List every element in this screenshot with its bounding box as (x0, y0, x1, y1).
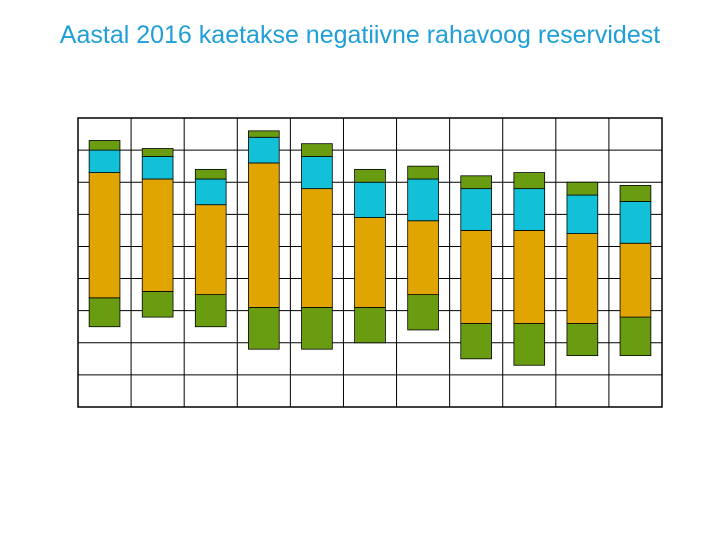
bar-11-top_cap-segment (619, 185, 652, 202)
bar-5-orange-segment (301, 188, 333, 308)
bar-3-top_cap-segment (194, 168, 227, 180)
chart-title: Aastal 2016 kaetakse negatiivne rahavoog… (59, 21, 661, 49)
bar-6-top_cap-segment (354, 168, 386, 183)
bar-6-green-segment (354, 307, 386, 344)
bar-2-top_cap-segment (141, 148, 174, 157)
bar-4-top_cap-segment (248, 130, 280, 138)
bar-3-orange-segment (194, 204, 227, 296)
bar-5-green-segment (301, 307, 333, 350)
bar-3-green-segment (194, 294, 227, 328)
bar-9-orange-segment (513, 229, 546, 324)
bar-8-orange-segment (460, 229, 492, 324)
bar-10-green-segment (566, 323, 599, 357)
bar-4-orange-segment (248, 162, 280, 308)
bar-10-orange-segment (566, 233, 599, 324)
bar-9-top_cap-segment (513, 172, 546, 190)
bar-8-green-segment (460, 323, 492, 360)
bar-5-cyan-segment (301, 156, 333, 190)
bar-10-top_cap-segment (566, 181, 599, 196)
bar-8-top_cap-segment (460, 175, 492, 190)
bar-8-cyan-segment (460, 188, 492, 231)
bar-10-cyan-segment (566, 194, 599, 234)
bar-1-top_cap-segment (88, 140, 121, 151)
bar-2-orange-segment (141, 178, 174, 292)
bar-7-green-segment (407, 294, 439, 331)
bar-1-orange-segment (88, 172, 121, 299)
bar-11-green-segment (619, 316, 652, 357)
bar-7-orange-segment (407, 220, 439, 296)
bar-7-cyan-segment (407, 178, 439, 222)
bar-11-cyan-segment (619, 201, 652, 244)
bar-6-orange-segment (354, 217, 386, 308)
bar-6-cyan-segment (354, 181, 386, 218)
bar-2-green-segment (141, 290, 174, 318)
bar-5-top_cap-segment (301, 143, 333, 157)
bar-4-cyan-segment (248, 136, 280, 164)
bar-1-green-segment (88, 297, 121, 328)
bar-4-green-segment (248, 307, 280, 350)
bar-1-cyan-segment (88, 149, 121, 173)
bar-7-top_cap-segment (407, 165, 439, 180)
bar-2-cyan-segment (141, 156, 174, 180)
bar-9-cyan-segment (513, 188, 546, 231)
bar-3-cyan-segment (194, 178, 227, 206)
bar-11-orange-segment (619, 242, 652, 318)
bar-9-green-segment (513, 323, 546, 366)
